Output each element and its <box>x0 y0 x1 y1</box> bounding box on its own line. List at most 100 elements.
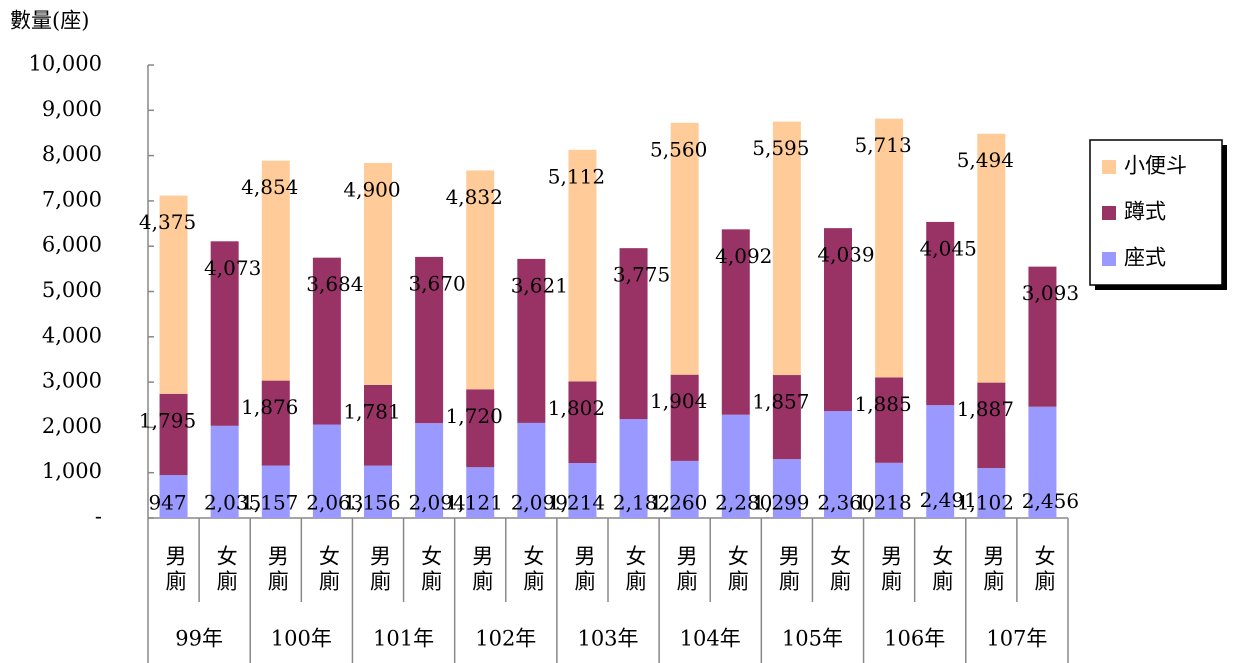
value-label: 5,595 <box>752 136 809 160</box>
x-tick-label: 男廁 <box>674 545 698 595</box>
value-label: 4,832 <box>446 185 503 209</box>
bar-segment <box>875 377 904 463</box>
y-tick-label: 10,000 <box>29 52 102 76</box>
value-label: 4,045 <box>920 236 977 260</box>
value-label: 5,713 <box>854 133 911 157</box>
value-label: 5,494 <box>957 148 1014 172</box>
value-label: 2,035 <box>204 491 261 515</box>
x-tick-label: 女廁 <box>828 545 852 595</box>
group-label: 105年 <box>782 627 843 651</box>
bar-segment <box>772 375 801 460</box>
bar-segment <box>415 423 444 518</box>
value-label: 1,299 <box>752 491 809 515</box>
value-label: 2,360 <box>817 491 874 515</box>
bar-segment <box>261 465 290 518</box>
group-label: 106年 <box>884 627 945 651</box>
x-tick-label: 男廁 <box>776 545 800 595</box>
bar-segment <box>517 258 546 423</box>
bar-segment <box>875 118 904 378</box>
value-label: 2,099 <box>511 491 568 515</box>
value-label: 2,063 <box>306 491 363 515</box>
value-label: 2,456 <box>1022 489 1079 513</box>
bar-segment <box>364 384 392 466</box>
y-tick-label: 8,000 <box>42 142 102 166</box>
value-label: 1,802 <box>548 396 605 420</box>
value-label: 1,260 <box>650 491 707 515</box>
bar-segment <box>466 170 495 390</box>
value-label: 1,795 <box>139 408 196 432</box>
bar-segment <box>721 229 750 415</box>
value-label: 3,670 <box>408 271 465 295</box>
y-tick-label: 9,000 <box>42 97 102 121</box>
bar-segment <box>312 424 341 518</box>
bar-segment <box>670 122 699 375</box>
value-label: 3,775 <box>613 263 670 287</box>
value-label: 1,218 <box>854 491 911 515</box>
bar-segment <box>568 149 597 382</box>
value-label: 1,102 <box>957 491 1014 515</box>
bar-segment <box>977 468 1006 518</box>
bar-segment <box>670 460 699 518</box>
y-tick-label: 2,000 <box>42 414 102 438</box>
bar-segment <box>1028 266 1057 407</box>
group-label: 101年 <box>373 627 434 651</box>
bar-segment <box>466 467 495 518</box>
bar-segment <box>517 422 546 518</box>
value-label: 5,112 <box>548 164 605 188</box>
bar-segment <box>312 257 341 425</box>
value-label: 1,156 <box>343 491 400 515</box>
bar-segment <box>364 162 392 385</box>
x-tick-label: 女廁 <box>930 545 954 595</box>
value-label: 4,854 <box>241 175 298 199</box>
x-tick-label: 女廁 <box>419 545 443 595</box>
group-label: 100年 <box>271 627 332 651</box>
bar-segment <box>875 462 904 518</box>
x-tick-label: 女廁 <box>521 545 545 595</box>
bar-segment <box>210 241 239 426</box>
y-tick-label: 5,000 <box>42 278 102 302</box>
bar-segment <box>159 195 188 394</box>
bar-segment <box>619 419 648 518</box>
bar-segment <box>210 425 239 518</box>
y-tick-label: - <box>95 505 102 529</box>
legend-label: 座式 <box>1124 246 1166 270</box>
bar-segment <box>159 393 188 476</box>
bar-segment <box>1028 406 1057 518</box>
y-tick-label: 3,000 <box>42 369 102 393</box>
y-tick-label: 1,000 <box>42 459 102 483</box>
bar-segment <box>824 411 852 518</box>
group-label: 103年 <box>577 627 638 651</box>
y-axis-title: 數量(座) <box>10 9 89 33</box>
x-tick-label: 男廁 <box>265 545 289 595</box>
x-tick-label: 男廁 <box>572 545 596 595</box>
bar-segment <box>261 380 290 466</box>
x-tick-label: 男廁 <box>981 545 1005 595</box>
value-label: 4,073 <box>204 256 261 280</box>
bar-segment <box>977 133 1006 383</box>
value-label: 3,093 <box>1022 281 1079 305</box>
value-label: 2,182 <box>613 491 670 515</box>
legend-label: 小便斗 <box>1124 154 1187 178</box>
value-label: 2,094 <box>408 491 465 515</box>
x-tick-label: 女廁 <box>1032 545 1056 595</box>
x-tick-label: 男廁 <box>470 545 494 595</box>
x-tick-label: 男廁 <box>368 545 392 595</box>
value-label: 1,214 <box>548 491 605 515</box>
value-label: 1,904 <box>650 389 707 413</box>
y-tick-label: 7,000 <box>42 187 102 211</box>
group-label: 107年 <box>986 627 1047 651</box>
bar-segment <box>926 405 955 518</box>
legend-swatch <box>1102 160 1116 174</box>
value-label: 1,781 <box>343 399 400 423</box>
value-label: 947 <box>148 491 186 515</box>
bar-segment <box>568 463 597 518</box>
value-label: 3,684 <box>306 272 363 296</box>
value-label: 2,491 <box>920 488 977 512</box>
value-label: 1,885 <box>854 392 911 416</box>
bar-segment <box>568 381 597 464</box>
legend-label: 蹲式 <box>1124 200 1166 224</box>
value-label: 1,720 <box>446 404 503 428</box>
value-label: 1,121 <box>446 491 503 515</box>
value-label: 1,887 <box>957 397 1014 421</box>
